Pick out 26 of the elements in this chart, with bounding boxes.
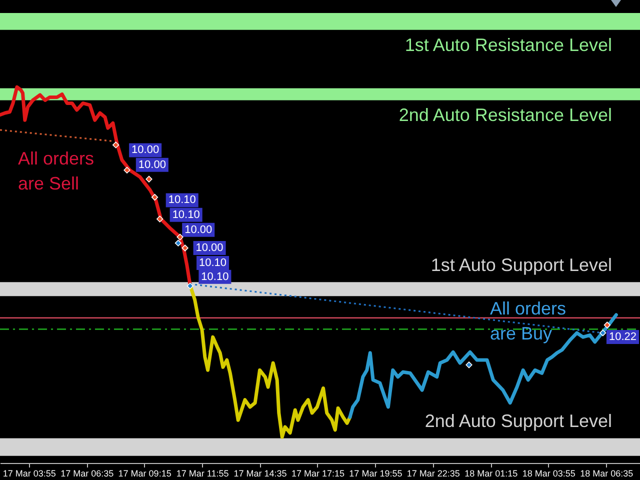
- annotation: 10.10: [199, 257, 227, 269]
- annotation: 10.10: [201, 270, 229, 283]
- band-label: 2nd Auto Resistance Level: [398, 105, 612, 126]
- x-tick-label: 18 Mar 06:35: [580, 468, 634, 478]
- x-tick-label: 17 Mar 06:35: [60, 468, 114, 478]
- x-tick-label: 17 Mar 22:35: [406, 468, 460, 478]
- annotation: All orders are Buy: [490, 298, 566, 344]
- band-label: 2nd Auto Support Level: [424, 411, 612, 432]
- x-tick-label: 18 Mar 01:15: [464, 468, 518, 478]
- x-tick-label: 17 Mar 11:55: [176, 468, 229, 478]
- x-tick-label: 17 Mar 17:15: [291, 468, 344, 478]
- x-tick-label: 18 Mar 03:55: [522, 468, 576, 478]
- annotation: 10.00: [132, 144, 160, 156]
- x-tick-label: 17 Mar 09:15: [118, 468, 172, 478]
- band-label: 1st Auto Support Level: [430, 255, 612, 276]
- x-tick-label: 17 Mar 03:55: [2, 468, 56, 478]
- band-label: 1st Auto Resistance Level: [404, 34, 612, 55]
- x-tick-label: 17 Mar 14:35: [234, 468, 287, 478]
- annotation: All orders are Sell: [18, 148, 94, 194]
- annotation: 10.00: [138, 158, 166, 171]
- annotation: 10.22: [608, 331, 637, 344]
- x-tick-label: 17 Mar 19:55: [349, 468, 402, 478]
- annotation: 10.00: [184, 224, 212, 236]
- annotation: 10.00: [196, 242, 224, 254]
- annotation: 10.10: [168, 194, 196, 206]
- annotation: 10.10: [172, 208, 200, 221]
